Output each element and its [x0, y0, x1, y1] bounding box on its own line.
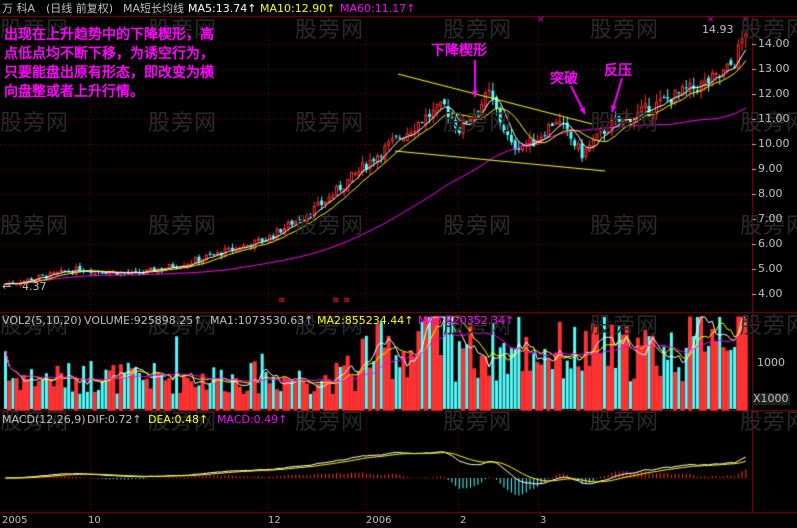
price-axis-label: 4.00: [758, 287, 783, 300]
time-axis-label: 3: [540, 515, 547, 526]
watermark-text: 股旁网: [295, 314, 365, 339]
pullback-label: 反压: [604, 63, 632, 79]
price-axis-label: 5.00: [758, 262, 783, 275]
watermark-text: 股旁网: [0, 18, 70, 43]
watermark-text: 股旁网: [590, 111, 660, 136]
watermark-text: 股旁网: [0, 111, 70, 136]
time-axis-label: 12: [268, 515, 281, 526]
time-axis-label: 10: [88, 515, 101, 526]
explanation-line: 向盘整或者上升行情。: [4, 84, 144, 100]
watermark-text: 股旁网: [443, 214, 513, 239]
high-price-marker: 14.93: [702, 23, 734, 36]
vol-ma3-value: MA3:620352.34↑: [418, 314, 515, 327]
breakout-label: 突破: [550, 71, 578, 87]
time-axis-label: 2: [460, 515, 467, 526]
price-axis-label: 11.00: [758, 112, 790, 125]
watermark-text: 股旁网: [148, 410, 218, 435]
watermark-text: 股旁网: [148, 18, 218, 43]
price-axis-label: 6.00: [758, 237, 783, 250]
time-axis-label: 2006: [366, 515, 392, 526]
watermark-text: 股旁网: [295, 214, 365, 239]
low-price-marker: 4.37: [22, 280, 47, 293]
watermark-text: 股旁网: [148, 314, 218, 339]
price-axis-label: 13.00: [758, 62, 790, 75]
watermark-text: 股旁网: [740, 214, 797, 239]
watermark-text: 股旁网: [148, 214, 218, 239]
watermark-text: 股旁网: [443, 410, 513, 435]
watermark-text: 股旁网: [295, 410, 365, 435]
watermark-text: 股旁网: [148, 111, 218, 136]
stock-name: 万 科A: [2, 2, 36, 15]
arrow-left-icon: ←: [2, 280, 12, 293]
watermark-text: 股旁网: [295, 18, 365, 43]
watermark-text: 股旁网: [590, 314, 660, 339]
wedge-label: 下降楔形: [431, 43, 487, 59]
price-axis-label: 12.00: [758, 87, 790, 100]
watermark-text: 股旁网: [590, 410, 660, 435]
watermark-text: 股旁网: [740, 410, 797, 435]
macd-histogram-value: MACD:0.49↑: [217, 413, 288, 426]
watermark-text: 股旁网: [0, 214, 70, 239]
watermark-text: 股旁网: [0, 410, 70, 435]
watermark-text: 股旁网: [740, 111, 797, 136]
price-axis-label: 8.00: [758, 187, 783, 200]
explanation-line: 点低点均不断下移，为诱空行为，: [4, 46, 214, 62]
volume-value: VOLUME:925898.25↑: [84, 314, 203, 327]
volume-unit-label: X1000: [752, 392, 790, 405]
explanation-text: 出现在上升趋势中的下降楔形，高 点低点均不断下移，为诱空行为， 只要能盘出原有形…: [4, 26, 214, 102]
watermark-text: 股旁网: [590, 214, 660, 239]
volume-axis-label: 1000: [757, 356, 785, 369]
volume-indicator-name: VOL2(5,10,20): [2, 314, 82, 327]
price-axis-label: 14.00: [758, 37, 790, 50]
period-label: (日线 前复权): [46, 2, 114, 15]
watermark-text: 股旁网: [740, 18, 797, 43]
macd-indicator-name: MACD(12,26,9): [2, 413, 86, 426]
vol-ma2-value: MA2:855234.44↑: [317, 314, 414, 327]
watermark-text: 股旁网: [443, 314, 513, 339]
explanation-line: 只要能盘出原有形态，即改变为横: [4, 65, 214, 81]
watermark-text: 股旁网: [0, 314, 70, 339]
vol-ma1-value: MA1:1073530.63↑: [210, 314, 314, 327]
watermark-text: 股旁网: [740, 314, 797, 339]
macd-dif-value: DIF:0.72↑: [87, 413, 142, 426]
ma10-value: MA10:12.90↑: [260, 2, 336, 15]
watermark-text: 股旁网: [295, 111, 365, 136]
ma5-value: MA5:13.74↑: [188, 2, 257, 15]
price-axis-label: 7.00: [758, 212, 783, 225]
time-axis-label: 2005: [2, 515, 28, 526]
watermark-text: 股旁网: [443, 18, 513, 43]
ma60-value: MA60:11.17↑: [340, 2, 416, 15]
macd-dea-value: DEA:0.48↑: [148, 413, 209, 426]
ma-indicator-name: MA短长均线: [123, 2, 185, 15]
watermark-text: 股旁网: [443, 111, 513, 136]
price-axis-label: 9.00: [758, 162, 783, 175]
price-axis-label: 10.00: [758, 137, 790, 150]
watermark-text: 股旁网: [590, 18, 660, 43]
explanation-line: 出现在上升趋势中的下降楔形，高: [4, 27, 214, 43]
